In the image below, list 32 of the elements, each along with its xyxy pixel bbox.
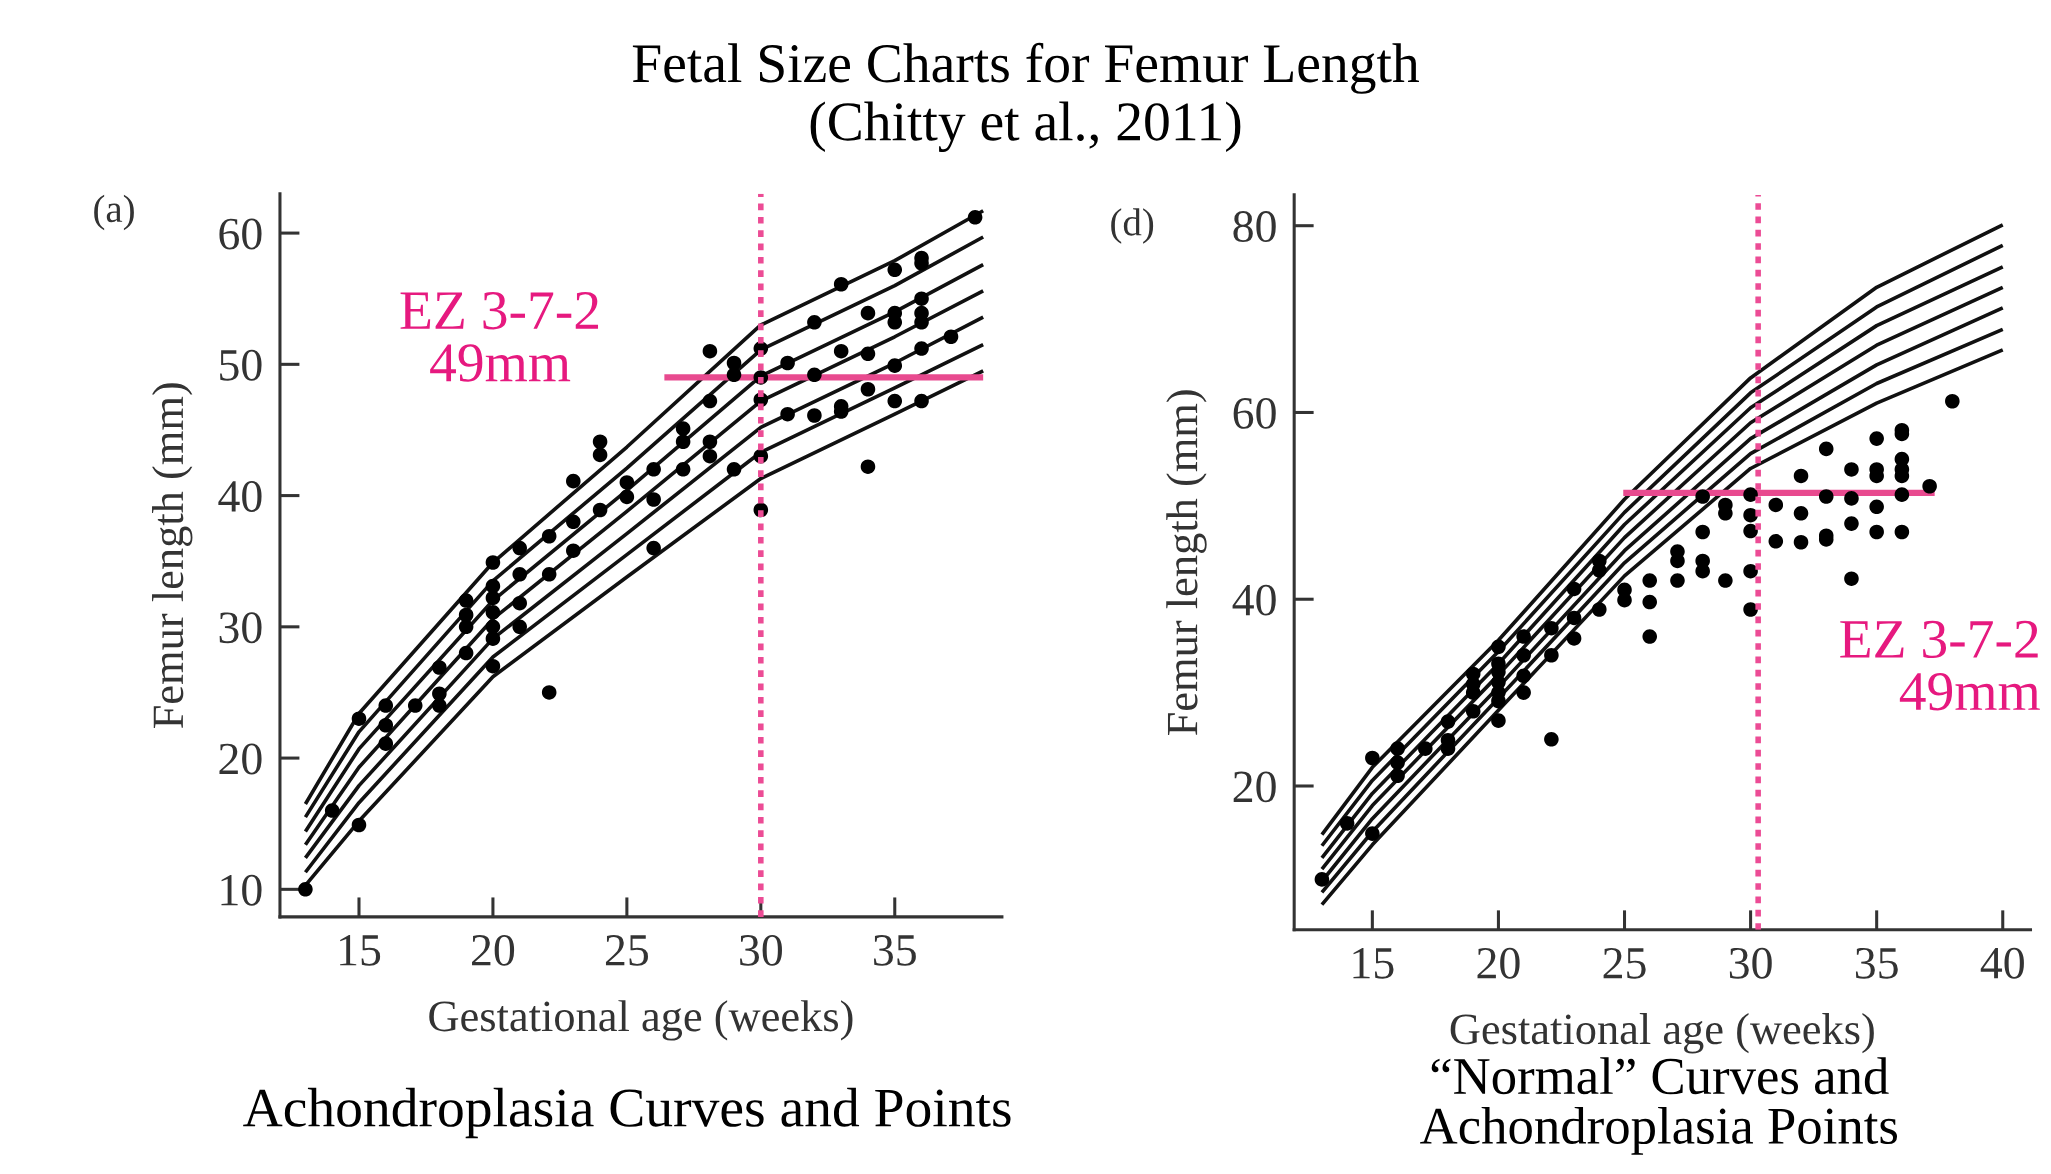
y-axis-title: Femur length (mm) — [1166, 390, 1207, 736]
x-tick-label: 35 — [874, 935, 916, 966]
x-tick-label: 25 — [1603, 947, 1646, 979]
y-tick-label: 20 — [1233, 771, 1276, 803]
annotation: EZ 3-7-2 49mm — [1840, 620, 2040, 711]
x-tick-label: 20 — [472, 934, 515, 966]
chart-title: Fetal Size Charts for Femur Length (Chitty et al., 2011) — [632, 42, 1419, 153]
y-tick-label: 10 — [221, 874, 262, 906]
x-axis-title: Gestational age (weeks) — [1450, 1013, 1874, 1054]
y-tick-label: 40 — [218, 481, 262, 512]
text: “Normal” Curves and Achondroplasia Points — [1420, 1057, 1898, 1155]
annotation: EZ 3-7-2 49mm — [400, 292, 599, 382]
x-tick-label: 30 — [1729, 947, 1772, 979]
x-tick-label: 30 — [740, 934, 782, 966]
x-tick-label: 35 — [1855, 947, 1898, 979]
y-tick-label: 40 — [1232, 584, 1276, 616]
y-tick-label: 80 — [1233, 211, 1276, 243]
x-tick-label: 15 — [340, 935, 381, 966]
x-tick-label: 40 — [1980, 947, 2024, 979]
x-tick-label: 15 — [1353, 948, 1394, 979]
text: (a) — [94, 194, 134, 231]
y-tick-label: 50 — [220, 349, 262, 381]
x-tick-label: 20 — [1477, 947, 1520, 979]
x-axis-title: Gestational age (weeks) — [429, 1000, 853, 1041]
y-tick-label: 60 — [219, 218, 262, 250]
text: Achondroplasia Curves and Points — [243, 1087, 1011, 1139]
y-axis-title: Femur length (mm) — [152, 383, 193, 729]
y-tick-label: 30 — [219, 612, 262, 644]
text: (d) — [1111, 208, 1154, 244]
y-tick-label: 60 — [1233, 397, 1276, 429]
y-tick-label: 20 — [219, 743, 262, 775]
x-tick-label: 25 — [605, 935, 648, 966]
